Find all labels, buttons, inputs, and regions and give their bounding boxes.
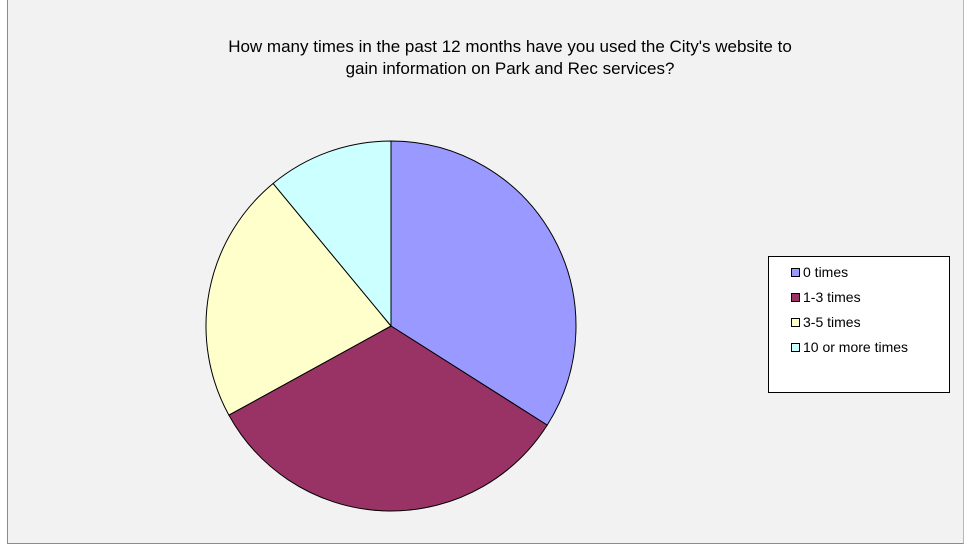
legend-label: 1-3 times [803,289,861,305]
legend-swatch [791,342,800,352]
legend-swatch [791,317,800,327]
chart-title: How many times in the past 12 months hav… [80,36,940,80]
legend-item: 3-5 times [791,313,861,331]
pie-slice-10-or-more-times [272,140,392,328]
chart-title-line-2: gain information on Park and Rec service… [345,59,675,78]
legend-label: 10 or more times [803,339,909,355]
legend-item: 10 or more times [791,338,908,356]
pie-slice-0-times [390,140,577,426]
chart-legend: 0 times 1-3 times 3-5 times 10 or more time… [768,256,950,393]
legend-item: 0 times [791,263,848,281]
pie-slice-3-5-times [205,182,392,416]
legend-label: 3-5 times [803,314,861,330]
legend-swatch [791,267,800,277]
chart-title-line-1: How many times in the past 12 months hav… [228,37,792,56]
legend-label: 0 times [803,264,849,280]
pie-slice-1-3-times [228,325,548,512]
legend-item: 1-3 times [791,288,861,306]
legend-swatch [791,292,800,302]
